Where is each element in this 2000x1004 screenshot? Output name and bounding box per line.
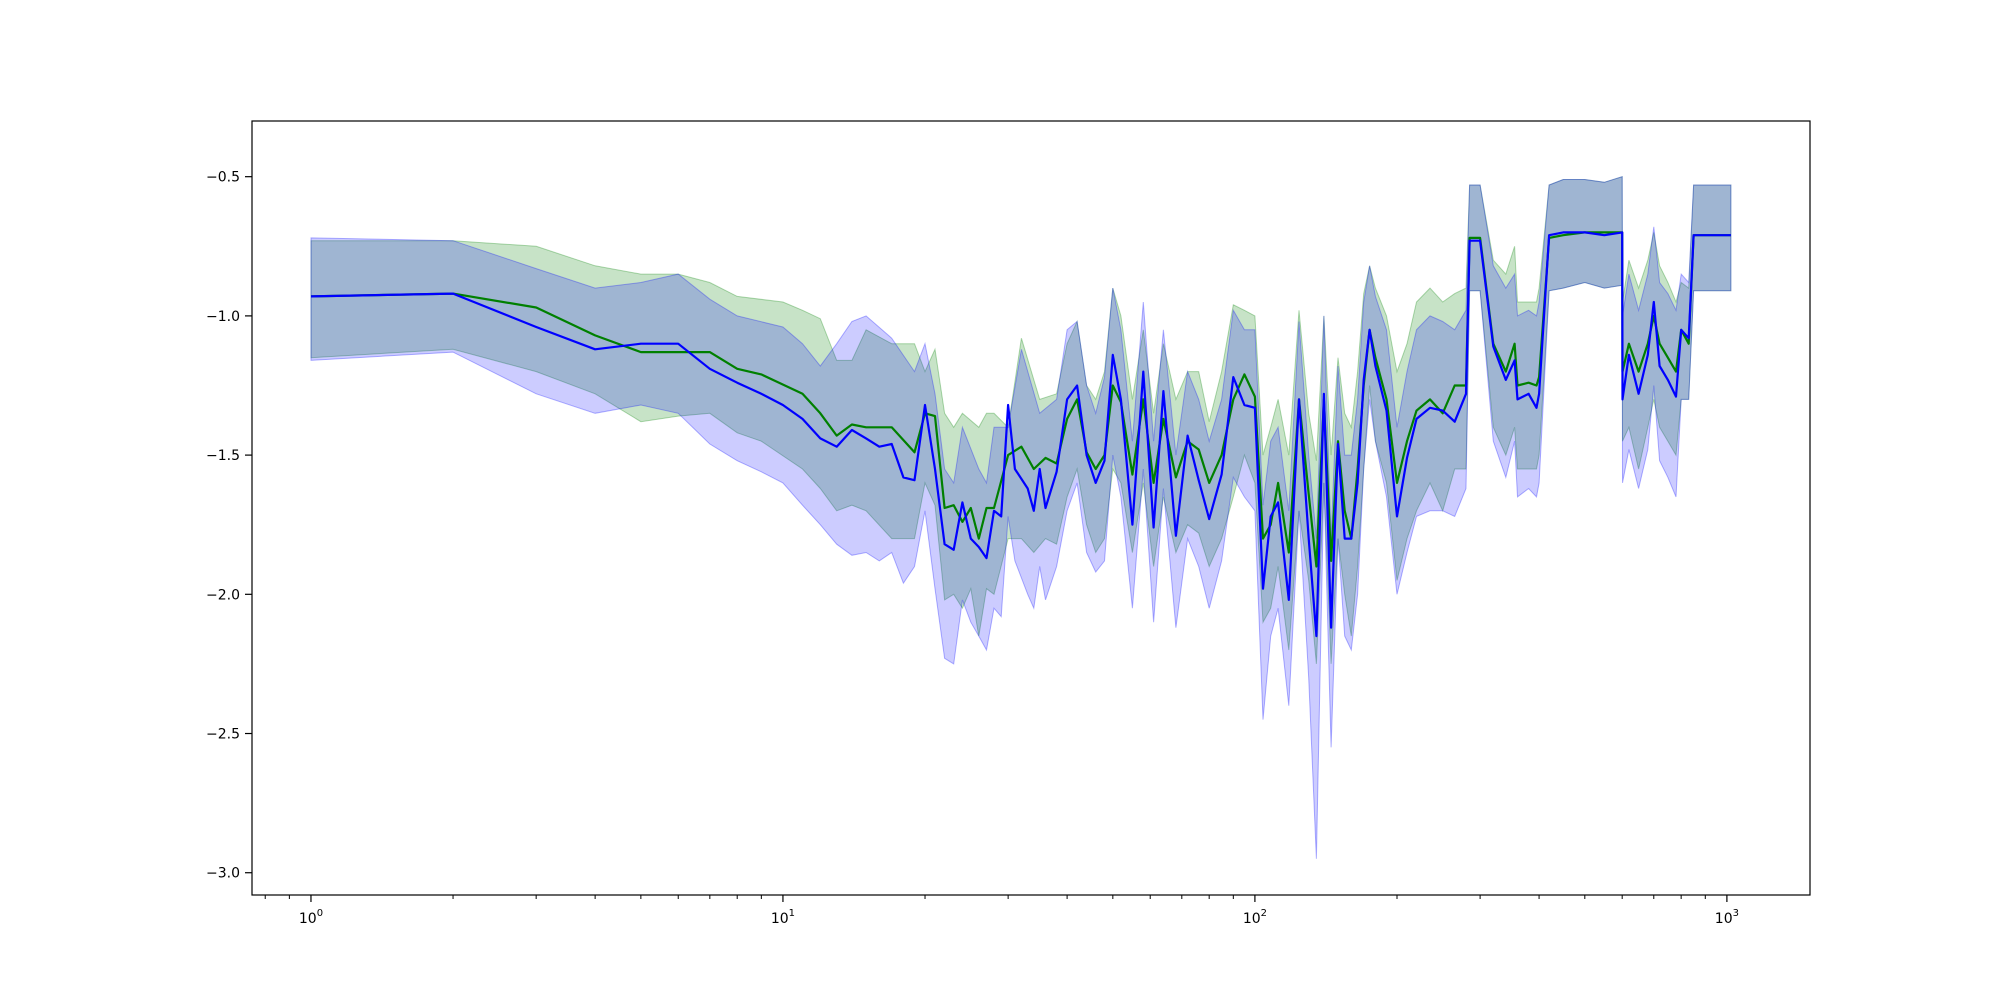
x-tick-label: 102 <box>1243 908 1267 927</box>
series-2-line <box>310 231 1731 638</box>
y-tick-label: −2.0 <box>206 587 240 603</box>
y-tick-label: −2.5 <box>206 727 240 743</box>
confidence-bands <box>310 176 1732 859</box>
x-tick-label: 101 <box>771 908 795 927</box>
series-lines <box>310 231 1731 638</box>
y-tick-label: −1.5 <box>206 448 240 464</box>
series-1-band <box>310 176 1732 664</box>
x-tick-label: 103 <box>1715 908 1739 927</box>
x-tick-label: 100 <box>299 908 323 927</box>
y-tick-label: −1.0 <box>206 309 240 325</box>
y-tick-label: −0.5 <box>206 170 240 186</box>
x-axis: 100 101 102 103 <box>264 895 1739 927</box>
y-tick-label: −3.0 <box>206 866 240 882</box>
series-2-band <box>310 176 1732 859</box>
plot-frame <box>251 120 1811 896</box>
y-axis: −0.5 −1.0 −1.5 −2.0 −2.5 −3.0 <box>206 170 252 882</box>
